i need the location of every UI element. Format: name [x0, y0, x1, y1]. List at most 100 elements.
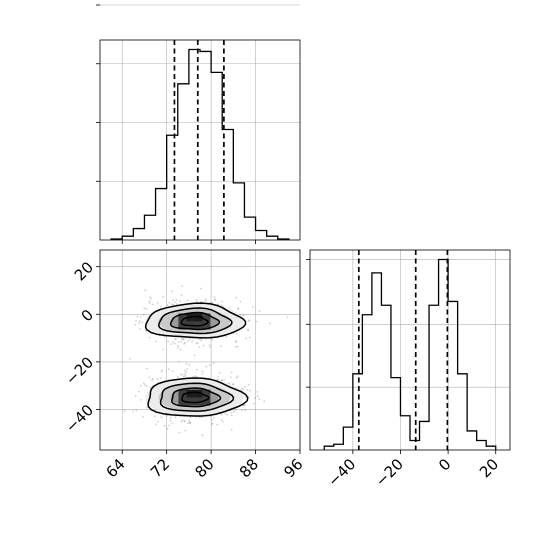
density-cell [178, 397, 187, 406]
scatter-point [220, 379, 223, 382]
scatter-point [181, 374, 184, 376]
scatter-point [249, 389, 251, 392]
scatter-point [242, 314, 245, 317]
scatter-point [253, 402, 255, 405]
scatter-point [235, 341, 238, 343]
scatter-point [198, 338, 201, 340]
scatter-point [236, 375, 239, 378]
scatter-point [263, 400, 266, 402]
scatter-point [188, 421, 191, 423]
scatter-point [244, 409, 247, 412]
scatter-point [205, 365, 208, 368]
scatter-point [220, 419, 223, 421]
scatter-point [183, 420, 186, 422]
scatter-point [163, 424, 166, 427]
scatter-point [216, 423, 219, 426]
scatter-point [230, 414, 233, 417]
contour-line [157, 307, 233, 335]
scatter-point [184, 369, 186, 372]
scatter-point [189, 421, 192, 424]
scatter-point [220, 345, 222, 347]
joint-xtick-label: 72 [147, 455, 173, 481]
scatter-point [172, 303, 174, 306]
scatter-point [192, 375, 195, 378]
density-cell [186, 397, 195, 406]
density-cell [202, 397, 211, 406]
scatter-point [229, 376, 232, 379]
scatter-point [179, 300, 182, 303]
scatter-point [189, 416, 192, 419]
scatter-point [183, 420, 186, 423]
scatter-point [179, 373, 182, 376]
scatter-point [200, 287, 202, 290]
scatter-point [180, 340, 183, 343]
scatter-point [232, 410, 235, 413]
scatter-point [245, 337, 248, 340]
scatter-point [144, 328, 147, 331]
scatter-point [141, 321, 144, 323]
scatter-point [198, 346, 201, 348]
scatter-point [232, 383, 235, 386]
scatter-point [247, 329, 250, 332]
scatter-point [255, 320, 258, 323]
scatter-point [211, 301, 214, 304]
scatter-point [246, 328, 249, 331]
scatter-point [174, 416, 177, 419]
x-hist-step-line [110, 48, 290, 240]
scatter-point [189, 422, 192, 425]
contour-line [147, 377, 249, 417]
scatter-point [166, 427, 169, 430]
scatter-point [139, 316, 142, 319]
scatter-point [174, 337, 176, 340]
scatter-point [201, 434, 204, 437]
scatter-point [144, 384, 146, 387]
marginal-y-panel: −40 −20 0 20 [306, 249, 511, 490]
scatter-point [187, 422, 189, 424]
scatter-point [154, 415, 156, 418]
scatter-point [148, 302, 151, 304]
scatter-point [234, 340, 237, 342]
scatter-point [234, 409, 237, 412]
scatter-point [220, 413, 223, 416]
joint-ytick-label: −40 [62, 401, 97, 436]
scatter-point [193, 354, 196, 357]
scatter-point [139, 328, 142, 330]
scatter-point [91, 347, 93, 349]
scatter-point [180, 294, 183, 297]
scatter-point [177, 347, 179, 349]
contour-line [181, 391, 210, 404]
density-cell [186, 389, 195, 398]
scatter-point [230, 412, 233, 414]
scatter-point [248, 320, 251, 322]
scatter-point [181, 338, 184, 341]
scatter-point [200, 416, 203, 419]
scatter-point [171, 290, 174, 292]
scatter-point [145, 308, 148, 310]
scatter-point [188, 419, 191, 422]
scatter-point [200, 339, 203, 342]
scatter-point [175, 299, 178, 301]
scatter-point [246, 389, 249, 391]
density-cell [202, 389, 211, 398]
scatter-point [227, 382, 230, 385]
scatter-point [211, 423, 214, 425]
scatter-point [152, 378, 154, 381]
scatter-point [145, 385, 148, 387]
scatter-point [211, 338, 213, 341]
joint-plot-area [91, 250, 300, 450]
scatter-point [247, 319, 250, 322]
scatter-point [171, 341, 174, 343]
scatter-point [156, 301, 159, 304]
scatter-point [286, 316, 289, 319]
scatter-point [247, 384, 250, 386]
density-cell [178, 389, 187, 398]
scatter-point [221, 300, 224, 303]
scatter-point [195, 368, 198, 371]
scatter-point [201, 373, 204, 375]
scatter-point [135, 320, 137, 322]
scatter-point [160, 416, 163, 419]
scatter-point [222, 421, 224, 423]
scatter-point [134, 395, 137, 397]
scatter-point [243, 404, 246, 406]
